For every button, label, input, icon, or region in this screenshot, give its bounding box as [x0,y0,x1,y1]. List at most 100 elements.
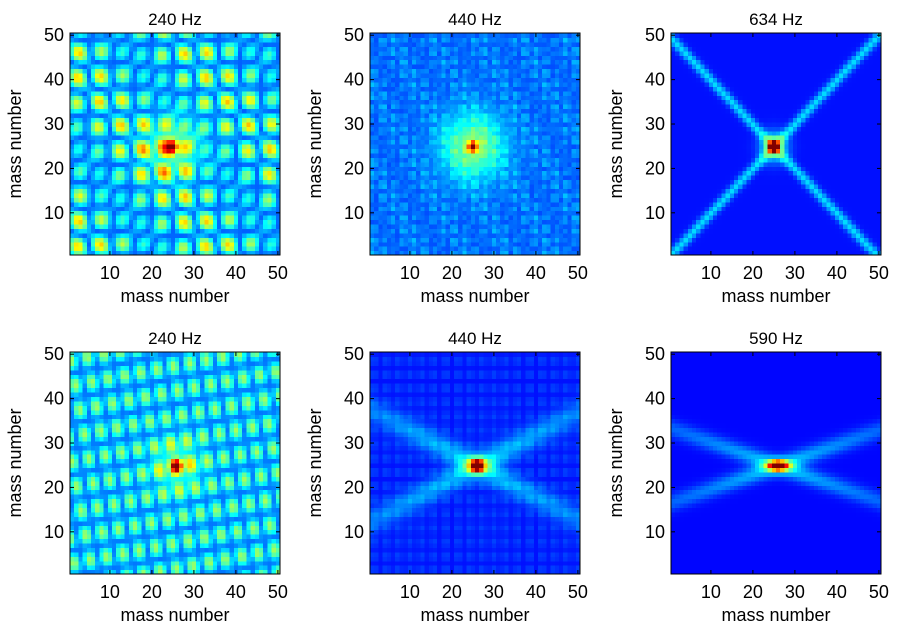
heatmap-cell [221,55,226,61]
heatmap-cell [559,37,564,43]
heatmap-cell [458,157,463,163]
heatmap-cell [145,232,151,238]
heatmap-cell [546,197,552,203]
heatmap-cell [133,206,138,212]
heatmap-cell [120,135,126,141]
heatmap-cell [225,197,231,203]
heatmap-cell [496,192,501,198]
heatmap-cell [120,223,126,229]
heatmap-cell [86,152,92,158]
heatmap-cell [120,77,126,83]
heatmap-cell [403,188,409,194]
heatmap-cell [221,232,226,238]
heatmap-cell [466,130,472,136]
heatmap-cell [424,219,430,225]
x-tick-label: 30 [184,263,204,283]
heatmap-cell [479,144,484,150]
heatmap-cell [107,161,113,167]
heatmap-cell [141,206,147,212]
heatmap-cell [204,166,210,172]
heatmap-cell [78,197,84,203]
heatmap-cell [229,237,235,243]
heatmap-cell [183,219,189,225]
heatmap-cell [263,59,268,65]
heatmap-cell [225,210,231,216]
heatmap-cell [187,90,193,96]
heatmap-cell [575,135,581,141]
heatmap-cell [571,237,577,243]
heatmap-cell [500,232,505,238]
heatmap-cell [116,86,121,92]
heatmap-cell [95,68,100,74]
heatmap-cell [470,126,476,132]
heatmap-cell [91,246,96,252]
heatmap-cell [242,104,247,110]
heatmap-cell [107,152,113,158]
heatmap-cell [554,215,560,221]
heatmap-cell [542,104,547,110]
heatmap-cell [200,46,205,52]
heatmap-cell [78,108,84,114]
heatmap-cell [374,99,379,105]
heatmap-cell [470,179,476,185]
heatmap-cell [462,232,468,238]
heatmap-cell [246,90,252,96]
heatmap-cell [420,117,426,123]
heatmap-cell [107,188,113,194]
heatmap-cell [542,183,547,189]
heatmap-cell [133,241,138,247]
heatmap-cell [378,201,384,207]
heatmap-cell [95,99,100,105]
heatmap-cell [74,95,79,101]
heatmap-cell [433,219,438,225]
heatmap-cell [382,135,388,141]
heatmap-cell [416,126,421,132]
heatmap-cell [437,183,442,189]
heatmap-cell [542,197,547,203]
heatmap-cell [487,50,493,56]
heatmap-cell [183,130,189,136]
heatmap-cell [407,104,413,110]
heatmap-cell [504,121,510,127]
heatmap-cell [470,250,476,256]
heatmap-cell [141,64,147,70]
heatmap-cell [120,72,126,78]
heatmap-cell [103,157,109,163]
heatmap-cell [229,50,235,56]
heatmap-cell [128,37,134,43]
heatmap-cell [149,179,155,185]
heatmap-cell [187,50,193,56]
heatmap-cell [470,37,476,43]
heatmap-cell [391,228,396,234]
heatmap-cell [533,95,539,101]
heatmap-cell [82,148,88,154]
heatmap-cell [200,72,205,78]
heatmap-cell [187,250,193,256]
heatmap-cell [208,64,214,70]
heatmap-cell [559,41,564,47]
heatmap-cell [437,112,442,118]
heatmap-cell [170,241,176,247]
heatmap-cell [107,46,113,52]
heatmap-cell [158,37,163,43]
heatmap-cell [412,37,417,43]
heatmap-cell [204,144,210,150]
heatmap-cell [407,41,413,47]
heatmap-cell [107,206,113,212]
heatmap-cell [149,210,155,216]
heatmap-cell [128,206,134,212]
heatmap-cell [221,86,226,92]
heatmap-cell [508,41,514,47]
heatmap-cell [208,112,214,118]
heatmap-cell [208,148,214,154]
heatmap-cell [187,152,193,158]
heatmap-cell [191,241,197,247]
heatmap-cell [554,201,560,207]
heatmap-cell [542,201,547,207]
heatmap-cell [208,210,214,216]
heatmap-cell [191,55,197,61]
heatmap-cell [175,86,180,92]
heatmap-cell [70,170,75,176]
heatmap-cell [166,130,172,136]
heatmap-cell [107,215,113,221]
